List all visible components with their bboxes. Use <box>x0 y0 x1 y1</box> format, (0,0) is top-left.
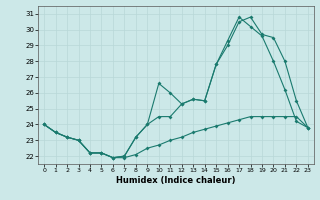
X-axis label: Humidex (Indice chaleur): Humidex (Indice chaleur) <box>116 176 236 185</box>
